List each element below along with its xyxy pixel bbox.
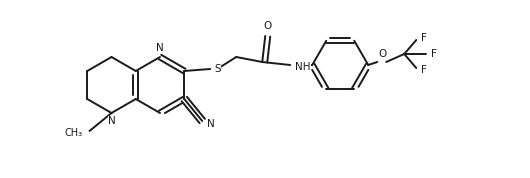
Text: O: O: [263, 21, 271, 31]
Text: N: N: [108, 116, 116, 126]
Text: N: N: [156, 43, 164, 53]
Text: O: O: [378, 49, 386, 59]
Text: F: F: [431, 49, 437, 59]
Text: F: F: [421, 33, 427, 43]
Text: NH: NH: [295, 62, 311, 72]
Text: N: N: [207, 119, 215, 129]
Text: S: S: [214, 64, 221, 74]
Text: CH₃: CH₃: [64, 128, 83, 138]
Text: F: F: [421, 65, 427, 75]
